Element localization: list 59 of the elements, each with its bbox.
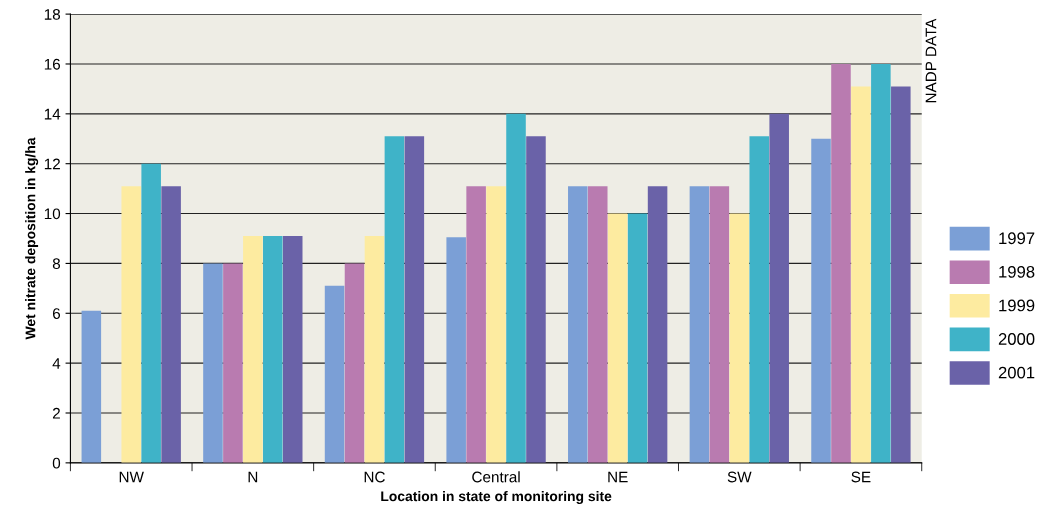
text: NADP DATA	[925, 18, 937, 103]
bar	[647, 186, 668, 463]
bar	[709, 186, 730, 463]
bar	[749, 136, 770, 463]
x-tick-label: SW	[727, 471, 752, 483]
x-tick-label: N	[248, 471, 258, 483]
bar	[486, 186, 506, 463]
bar	[811, 138, 831, 463]
bar	[344, 263, 365, 463]
bar	[607, 213, 628, 463]
y-tick-label: 14	[44, 108, 61, 120]
bar	[526, 136, 546, 463]
bar	[769, 113, 789, 463]
x-axis-title: Location in state of monitoring site	[381, 490, 612, 504]
bar	[729, 213, 750, 463]
bar	[627, 213, 648, 463]
x-tick-label: Central	[472, 471, 520, 483]
bar	[506, 113, 526, 463]
x-tick-label: SE	[851, 471, 871, 483]
bar	[587, 186, 608, 463]
x-tick-label: NC	[364, 471, 385, 483]
bar	[568, 186, 588, 463]
bar	[446, 237, 466, 463]
bar	[404, 136, 425, 463]
x-tick-label: NE	[608, 471, 628, 483]
bar	[263, 236, 283, 463]
y-tick-label: 6	[52, 308, 61, 319]
bar	[223, 263, 243, 463]
bar	[689, 186, 710, 463]
bar	[141, 163, 161, 463]
legend-label: 1998	[999, 265, 1035, 278]
bar	[121, 186, 141, 463]
y-tick-label: 10	[44, 208, 61, 220]
y-tick-label: 0	[52, 457, 61, 469]
y-tick-label: 4	[52, 358, 61, 369]
bar	[161, 186, 181, 463]
y-tick-label: 16	[44, 58, 61, 70]
bar	[466, 186, 486, 463]
legend-label: 1997	[999, 232, 1035, 245]
bar	[891, 86, 911, 463]
bar	[851, 86, 871, 463]
bar	[324, 285, 345, 463]
legend-label: 1999	[999, 299, 1035, 312]
bar	[243, 236, 263, 463]
bar	[282, 236, 303, 463]
y-tick-label: 8	[52, 258, 61, 270]
y-tick-label: 2	[52, 407, 60, 419]
bar	[81, 310, 102, 463]
bar	[831, 63, 851, 463]
x-tick-label: NW	[119, 471, 144, 483]
bar	[871, 63, 891, 463]
bar	[364, 236, 385, 463]
bar	[203, 263, 223, 463]
legend-label: 2000	[998, 333, 1035, 345]
y-tick-label: 12	[44, 158, 60, 170]
legend-label: 2001	[998, 366, 1035, 379]
y-axis-title: Wet nitrate deposition in kg/ha	[25, 137, 39, 340]
y-tick-label: 18	[44, 8, 61, 20]
bar	[384, 136, 405, 463]
